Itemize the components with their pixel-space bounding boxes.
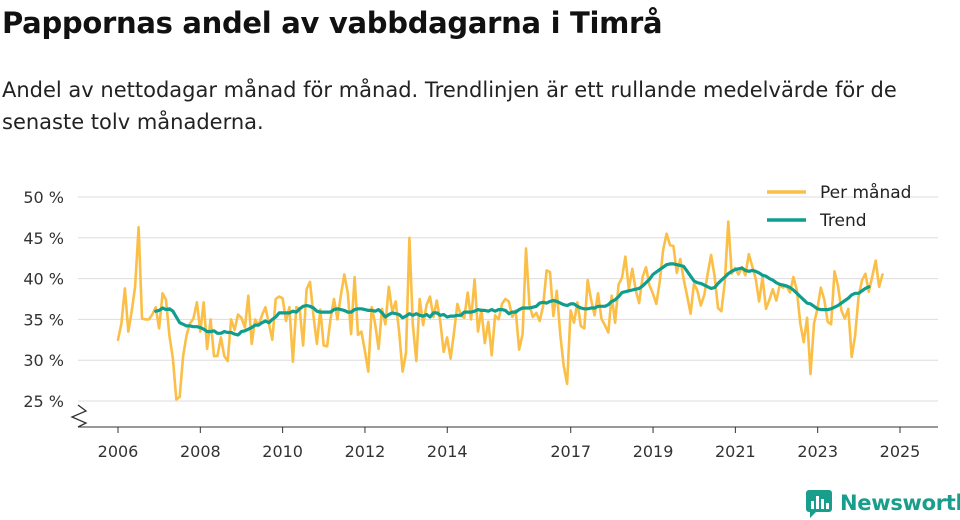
x-tick-label: 2006	[98, 442, 139, 461]
newsworthy-logo-icon	[806, 490, 832, 518]
chart-subtitle: Andel av nettodagar månad för månad. Tre…	[2, 78, 897, 134]
brand-logo: Newsworthy	[804, 488, 960, 518]
legend-label-trend: Trend	[819, 211, 867, 231]
x-tick-label: 2019	[633, 442, 674, 461]
legend-label-per-manad: Per månad	[820, 182, 911, 203]
y-tick-label: 25 %	[23, 392, 64, 411]
axis-break-mark	[70, 404, 88, 428]
x-tick-label: 2010	[262, 442, 303, 461]
y-tick-label: 35 %	[23, 310, 64, 329]
series	[116, 220, 884, 401]
y-tick-label: 30 %	[23, 351, 64, 370]
x-tick-label: 2021	[715, 442, 756, 461]
x-tick-label: 2008	[180, 442, 221, 461]
y-tick-label: 50 %	[23, 188, 64, 207]
x-tick-label: 2025	[880, 442, 921, 461]
x-tick-label: 2012	[345, 442, 386, 461]
y-tick-label: 45 %	[23, 229, 64, 248]
x-tick-label: 2023	[797, 442, 838, 461]
legend: Per månad Trend	[767, 182, 911, 231]
series-line-trend	[154, 262, 871, 337]
chart-title: Pappornas andel av vabbdagarna i Timrå	[2, 6, 663, 40]
brand-name: Newsworthy	[840, 491, 960, 515]
y-tick-label: 40 %	[23, 270, 64, 289]
x-tick-label: 2014	[427, 442, 468, 461]
axes: 25 % 30 % 35 % 40 % 45 % 50 % 2006 2008 2010 2012…	[23, 188, 938, 461]
x-tick-label: 2017	[550, 442, 591, 461]
series-line-per-manad	[116, 220, 884, 401]
